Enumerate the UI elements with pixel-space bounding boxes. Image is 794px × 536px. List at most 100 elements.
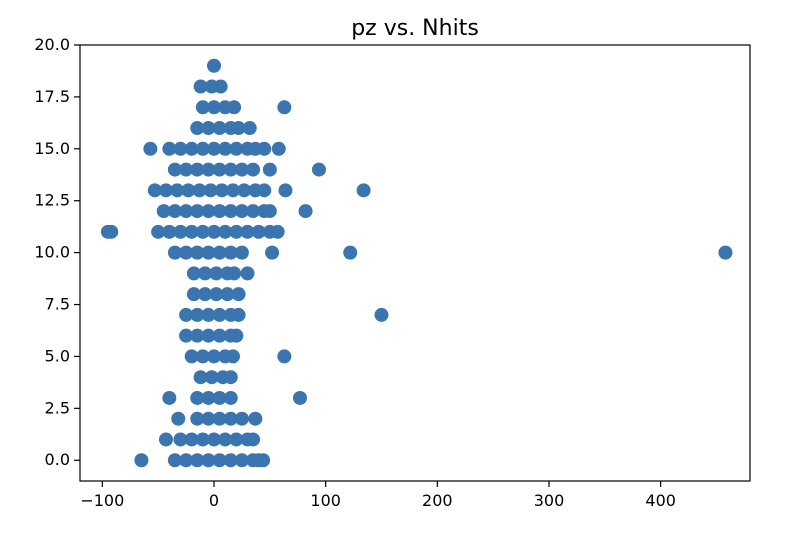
data-point xyxy=(179,328,194,343)
data-point xyxy=(167,162,182,177)
data-point xyxy=(192,183,207,198)
data-point xyxy=(237,183,252,198)
data-point xyxy=(231,307,246,322)
x-axis: −100 0 100 200 300 400 xyxy=(80,481,676,510)
data-point xyxy=(201,204,216,219)
data-point xyxy=(158,183,173,198)
data-point xyxy=(173,224,188,239)
data-point xyxy=(186,266,201,281)
data-point xyxy=(190,328,205,343)
data-point xyxy=(212,328,227,343)
data-point xyxy=(212,453,227,468)
data-point xyxy=(193,370,208,385)
data-point xyxy=(162,141,177,156)
data-point xyxy=(220,287,235,302)
data-point xyxy=(170,183,185,198)
data-point xyxy=(171,411,186,426)
data-point xyxy=(229,224,244,239)
data-point xyxy=(201,245,216,260)
data-point xyxy=(218,432,233,447)
x-tick-label: 200 xyxy=(422,491,453,510)
data-point xyxy=(184,432,199,447)
y-tick-label: 7.5 xyxy=(45,295,70,314)
x-tick-label: 300 xyxy=(534,491,565,510)
data-point xyxy=(173,141,188,156)
data-point xyxy=(198,287,213,302)
chart-title: pz vs. Nhits xyxy=(351,16,479,41)
y-tick-label: 2.5 xyxy=(45,398,70,417)
data-point xyxy=(190,390,205,405)
data-point xyxy=(167,245,182,260)
data-point xyxy=(184,349,199,364)
data-point xyxy=(201,121,216,136)
data-point xyxy=(212,245,227,260)
x-tick-label: −100 xyxy=(80,491,124,510)
data-point xyxy=(134,453,149,468)
data-point xyxy=(248,411,263,426)
data-point xyxy=(718,245,733,260)
data-point xyxy=(167,453,182,468)
data-point xyxy=(229,141,244,156)
y-tick-label: 17.5 xyxy=(34,87,70,106)
data-point xyxy=(225,349,240,364)
data-point xyxy=(227,100,242,115)
data-point xyxy=(184,224,199,239)
data-point xyxy=(179,245,194,260)
data-point xyxy=(207,432,221,447)
data-point xyxy=(204,370,219,385)
data-point xyxy=(343,245,358,260)
data-point xyxy=(179,307,194,322)
data-point xyxy=(143,141,158,156)
data-point xyxy=(229,328,244,343)
data-point xyxy=(190,121,205,136)
data-point xyxy=(271,141,286,156)
data-point xyxy=(207,224,221,239)
data-point xyxy=(195,224,210,239)
data-point xyxy=(265,245,280,260)
data-point xyxy=(201,453,216,468)
data-point xyxy=(201,328,216,343)
data-point xyxy=(156,204,171,219)
data-point xyxy=(231,121,246,136)
x-tick-label: 0 xyxy=(209,491,219,510)
data-point xyxy=(201,390,216,405)
data-point xyxy=(214,183,229,198)
data-point xyxy=(212,307,227,322)
data-point xyxy=(212,204,227,219)
data-point xyxy=(190,204,205,219)
data-point xyxy=(234,411,249,426)
data-point xyxy=(179,453,194,468)
data-point xyxy=(147,183,162,198)
data-point xyxy=(207,58,221,73)
y-axis: 0.0 2.5 5.0 7.5 10.0 12.5 15.0 17.5 20.0 xyxy=(34,35,80,469)
y-tick-label: 10.0 xyxy=(34,243,70,262)
data-point xyxy=(201,411,216,426)
data-point xyxy=(223,204,238,219)
data-point xyxy=(190,245,205,260)
data-point xyxy=(246,204,261,219)
data-point xyxy=(240,224,255,239)
data-point xyxy=(257,183,272,198)
data-point xyxy=(234,245,249,260)
data-point xyxy=(151,224,166,239)
data-point xyxy=(374,307,389,322)
data-point xyxy=(256,453,271,468)
data-point xyxy=(218,224,233,239)
data-point xyxy=(212,390,227,405)
data-point xyxy=(292,390,307,405)
data-point xyxy=(277,100,292,115)
data-point xyxy=(298,204,313,219)
data-point xyxy=(198,266,213,281)
data-point xyxy=(167,204,182,219)
data-point xyxy=(207,100,221,115)
data-point xyxy=(207,349,221,364)
data-point xyxy=(209,287,224,302)
data-point xyxy=(251,224,266,239)
data-point xyxy=(158,432,173,447)
data-point xyxy=(104,224,119,239)
data-point xyxy=(223,245,238,260)
plot-area-frame xyxy=(79,44,751,482)
data-point xyxy=(277,349,292,364)
data-point xyxy=(227,266,242,281)
